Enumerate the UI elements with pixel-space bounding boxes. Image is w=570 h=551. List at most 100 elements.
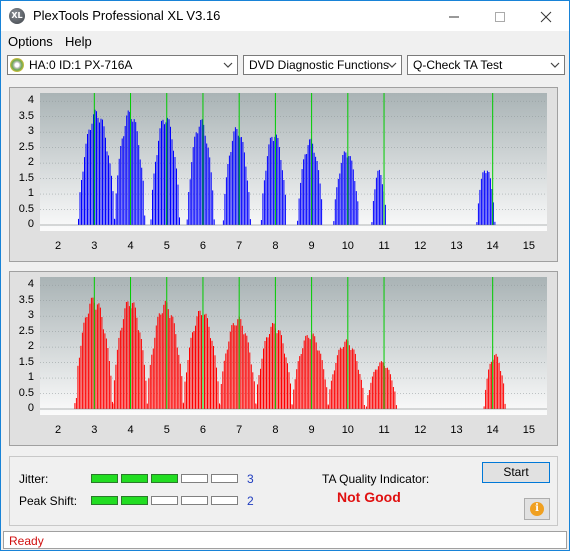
data-bar [176,347,178,409]
start-button[interactable]: Start [482,462,550,483]
data-bar [160,314,162,409]
data-bar [134,307,136,409]
data-bar [93,114,94,225]
data-bar [214,355,216,409]
data-bar [233,131,235,225]
data-bar [177,184,179,225]
data-bar [300,354,302,409]
data-bar [260,220,262,225]
data-bar [83,322,85,409]
data-bar [137,330,139,409]
data-bar [335,362,337,409]
data-bar [231,140,233,225]
data-bar [486,170,488,225]
data-bar [78,218,79,225]
data-bar [114,219,116,225]
menu-options[interactable]: Options [8,34,53,49]
data-bar [501,375,503,409]
data-bar [349,156,351,225]
data-bar [355,191,357,225]
data-bar [172,316,174,409]
close-button[interactable] [523,1,569,31]
data-bar [339,347,341,409]
test-select[interactable]: Q-Check TA Test [407,55,565,75]
drive-select[interactable]: HA:0 ID:1 PX-716A [7,55,238,75]
x-tick-label: 5 [163,240,170,252]
y-tick-label: 2 [27,156,34,169]
data-bar [315,342,317,409]
data-bar [230,152,232,225]
data-bar [303,159,305,225]
data-bar [297,220,299,225]
data-bar [306,335,308,409]
data-bar [344,341,346,409]
info-button[interactable]: i [524,498,550,520]
data-bar [385,368,387,409]
data-bar [118,337,120,409]
data-bar [491,189,493,225]
close-icon [540,11,552,23]
status-text: Ready [9,534,44,548]
menu-help[interactable]: Help [65,34,92,49]
data-bar [121,327,123,409]
data-bar [240,319,242,409]
data-bar [222,220,224,225]
data-bar [186,372,187,409]
meter-segment [91,474,118,483]
data-bar [374,369,376,409]
data-bar [389,374,391,409]
peak-5 [219,316,257,409]
minimize-button[interactable] [431,1,477,31]
data-bar [207,147,209,225]
data-bar [480,179,482,225]
peak-shift-label: Peak Shift: [19,494,78,508]
data-bar [138,145,140,225]
data-bar [163,304,165,409]
data-bar [96,304,98,409]
function-select[interactable]: DVD Diagnostic Functions [243,55,402,75]
data-bar [308,337,310,409]
data-bar [175,334,177,409]
data-bar [252,372,254,409]
data-bar [327,405,329,409]
data-bar [284,353,285,409]
data-bar [283,180,285,225]
data-bar [135,122,137,225]
data-bar [109,163,111,225]
data-bar [336,187,338,225]
peak-5 [222,127,251,225]
data-bar [287,363,288,409]
data-bar [338,349,340,409]
data-bar [90,130,91,225]
data-bar [306,154,308,225]
data-bar [486,378,488,409]
data-bar [111,175,112,225]
status-box: Ready [3,531,567,549]
peak-2 [114,110,146,225]
drive-select-value: HA:0 ID:1 PX-716A [29,58,133,72]
data-bar [313,152,315,225]
data-bar [146,403,148,409]
data-bar [357,369,359,409]
data-bar [183,403,184,409]
data-bar [309,139,311,225]
data-bar [483,406,485,409]
data-bar [130,119,132,225]
x-tick-label: 9 [308,240,315,252]
data-bar [116,349,118,409]
data-bar [246,180,248,225]
data-bar [131,303,133,409]
data-bar [213,219,215,225]
plot-background [40,93,547,231]
y-tick-label: 0 [27,402,34,414]
data-bar [348,156,350,225]
y-tick-label: 2 [27,340,34,353]
data-bar [226,349,228,409]
data-bar [352,169,354,225]
y-tick-label: 3 [27,309,34,322]
data-bar [80,345,82,409]
data-bar [124,126,126,225]
maximize-button[interactable] [477,1,523,31]
jitter-chart-svg [40,93,547,231]
data-bar [148,378,150,409]
